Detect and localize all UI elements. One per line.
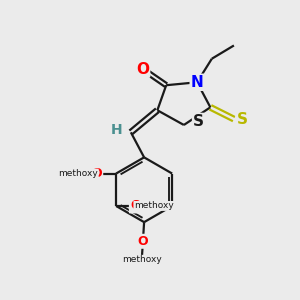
Text: S: S	[237, 112, 248, 127]
Text: methoxy: methoxy	[58, 169, 98, 178]
Text: O: O	[130, 200, 140, 212]
Text: S: S	[193, 114, 204, 129]
Text: O: O	[137, 235, 148, 248]
Text: methoxy: methoxy	[122, 255, 162, 264]
Text: O: O	[136, 61, 149, 76]
Text: methoxy: methoxy	[134, 201, 174, 210]
Text: H: H	[111, 123, 122, 137]
Text: O: O	[92, 167, 102, 180]
Text: N: N	[191, 75, 203, 90]
